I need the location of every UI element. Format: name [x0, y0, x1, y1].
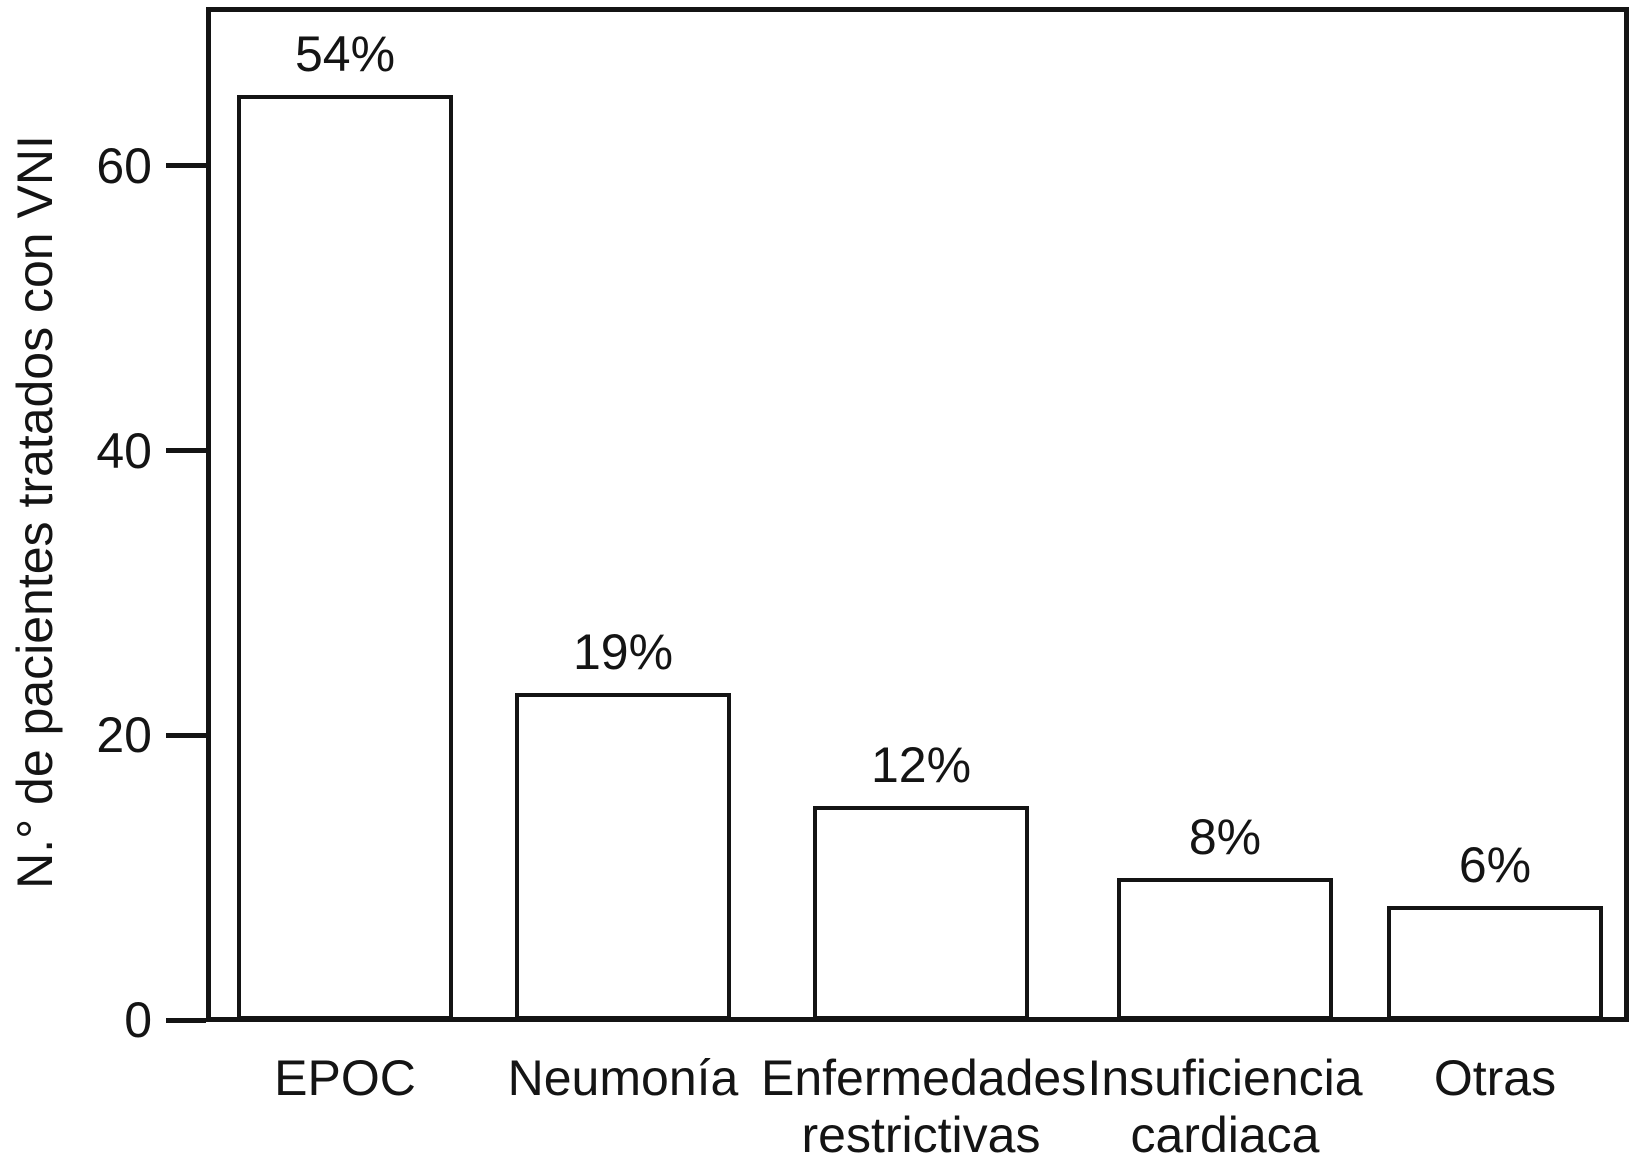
bar	[1387, 906, 1603, 1020]
x-axis-category-label: EPOC	[185, 1050, 505, 1107]
y-tick-label: 20	[96, 707, 152, 764]
x-axis-category-label: Neumonía	[463, 1050, 783, 1107]
x-axis-category-line: EPOC	[274, 1050, 416, 1106]
bar	[813, 806, 1029, 1020]
y-tick-mark	[166, 448, 206, 453]
x-axis-category-label: Enfermedades restrictivas	[761, 1050, 1087, 1164]
bar-value-label: 54%	[294, 25, 396, 82]
bar	[515, 692, 731, 1020]
bar-value-label: 12%	[870, 737, 972, 794]
y-axis-title: N.° de pacientes tratados con VNI	[7, 135, 63, 889]
y-tick-label: 0	[124, 992, 152, 1048]
bar-value-label: 8%	[1188, 808, 1262, 865]
bar	[1117, 877, 1333, 1020]
x-axis-category-line: Neumonía	[507, 1050, 739, 1106]
y-tick-mark	[166, 163, 206, 169]
x-axis-category-line: restrictivas	[801, 1107, 1041, 1163]
x-axis-category-line: Enfermedades	[761, 1050, 1087, 1106]
y-tick-mark	[166, 732, 206, 738]
y-tick-label: 60	[96, 137, 152, 194]
x-axis-category-line: cardiaca	[1130, 1107, 1320, 1163]
x-axis-category-label: Insuficiencia cardiaca	[1065, 1050, 1385, 1164]
x-axis-category-line: Otras	[1433, 1050, 1557, 1106]
x-axis-category-line: Insuficiencia	[1087, 1050, 1363, 1106]
y-tick-mark	[166, 1017, 206, 1023]
y-tick-label: 40	[96, 422, 152, 479]
x-axis-category-label: Otras	[1335, 1050, 1631, 1107]
bar	[237, 94, 453, 1020]
bar-value-label: 19%	[572, 623, 674, 680]
bar-value-label: 6%	[1458, 837, 1532, 894]
